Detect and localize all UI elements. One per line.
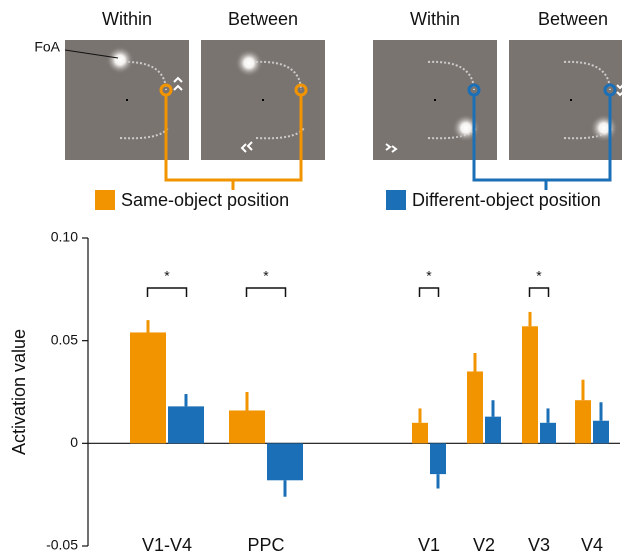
arrows bbox=[173, 76, 624, 153]
x-tick-label: PPC bbox=[247, 535, 284, 555]
bar bbox=[540, 422, 556, 444]
focus-spot bbox=[590, 114, 618, 142]
legend-swatch bbox=[95, 190, 115, 210]
significance-bracket bbox=[528, 287, 550, 297]
bar bbox=[130, 332, 166, 444]
position-marker bbox=[159, 83, 173, 97]
focus-spot bbox=[235, 49, 263, 77]
y-tick-label: 0 bbox=[70, 434, 78, 450]
fixation-dots bbox=[126, 99, 572, 101]
panel bbox=[509, 40, 622, 160]
connector bbox=[164, 96, 303, 190]
y-tick-label: 0.05 bbox=[51, 331, 78, 347]
x-tick-label: V1-V4 bbox=[142, 535, 192, 555]
bar bbox=[430, 443, 446, 475]
position-marker bbox=[603, 83, 617, 97]
bar bbox=[575, 400, 591, 444]
significance-bracket bbox=[146, 287, 188, 297]
stimulus-panels: FoA Within Between Within Between bbox=[34, 9, 624, 160]
x-tick-label: V2 bbox=[473, 535, 495, 555]
y-axis-label: Activation value bbox=[9, 329, 29, 455]
focus-spot bbox=[452, 114, 480, 142]
significance-star: * bbox=[426, 268, 432, 284]
focus-spot bbox=[106, 46, 134, 74]
bar bbox=[412, 422, 428, 444]
bar bbox=[267, 443, 303, 481]
x-tick-label: V3 bbox=[528, 535, 550, 555]
panel-title: Within bbox=[102, 9, 152, 29]
foa-label: FoA bbox=[34, 39, 60, 55]
y-tick-label: -0.05 bbox=[46, 537, 78, 553]
significance-bracket bbox=[418, 287, 440, 297]
panel-title: Within bbox=[410, 9, 460, 29]
bar bbox=[522, 326, 538, 444]
x-tick-label: V1 bbox=[418, 535, 440, 555]
significance-star: * bbox=[536, 268, 542, 284]
bar bbox=[593, 420, 609, 444]
bar bbox=[467, 371, 483, 444]
panel-title: Between bbox=[228, 9, 298, 29]
foa-pointer bbox=[64, 49, 119, 59]
position-marker bbox=[294, 83, 308, 97]
legend-swatch bbox=[386, 190, 406, 210]
panel-title: Between bbox=[538, 9, 608, 29]
legend-label: Same-object position bbox=[121, 190, 289, 210]
bar bbox=[229, 410, 265, 444]
bar bbox=[485, 416, 501, 444]
significance-star: * bbox=[164, 268, 170, 284]
legend-label: Different-object position bbox=[412, 190, 601, 210]
connector bbox=[472, 96, 612, 190]
significance-star: * bbox=[263, 268, 269, 284]
bar bbox=[168, 406, 204, 444]
x-tick-label: V4 bbox=[581, 535, 603, 555]
position-marker bbox=[467, 83, 481, 97]
y-tick-label: 0.10 bbox=[51, 229, 78, 245]
significance-bracket bbox=[245, 287, 287, 297]
